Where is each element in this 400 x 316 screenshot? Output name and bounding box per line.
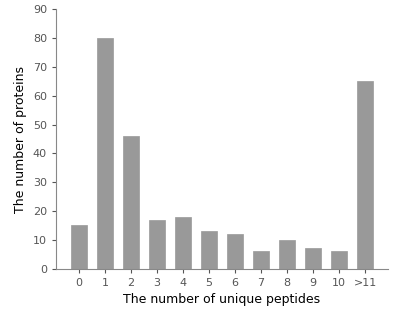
Bar [305,248,321,269]
Bar [201,231,217,269]
X-axis label: The number of unique peptides: The number of unique peptides [124,293,320,306]
Bar [331,251,347,269]
Bar [123,136,139,269]
Bar [175,217,191,269]
Bar [71,225,87,269]
Bar [149,220,165,269]
Y-axis label: The number of proteins: The number of proteins [14,65,27,213]
Bar [357,82,373,269]
Bar [279,240,295,269]
Bar [97,38,113,269]
Bar [253,251,269,269]
Bar [227,234,243,269]
